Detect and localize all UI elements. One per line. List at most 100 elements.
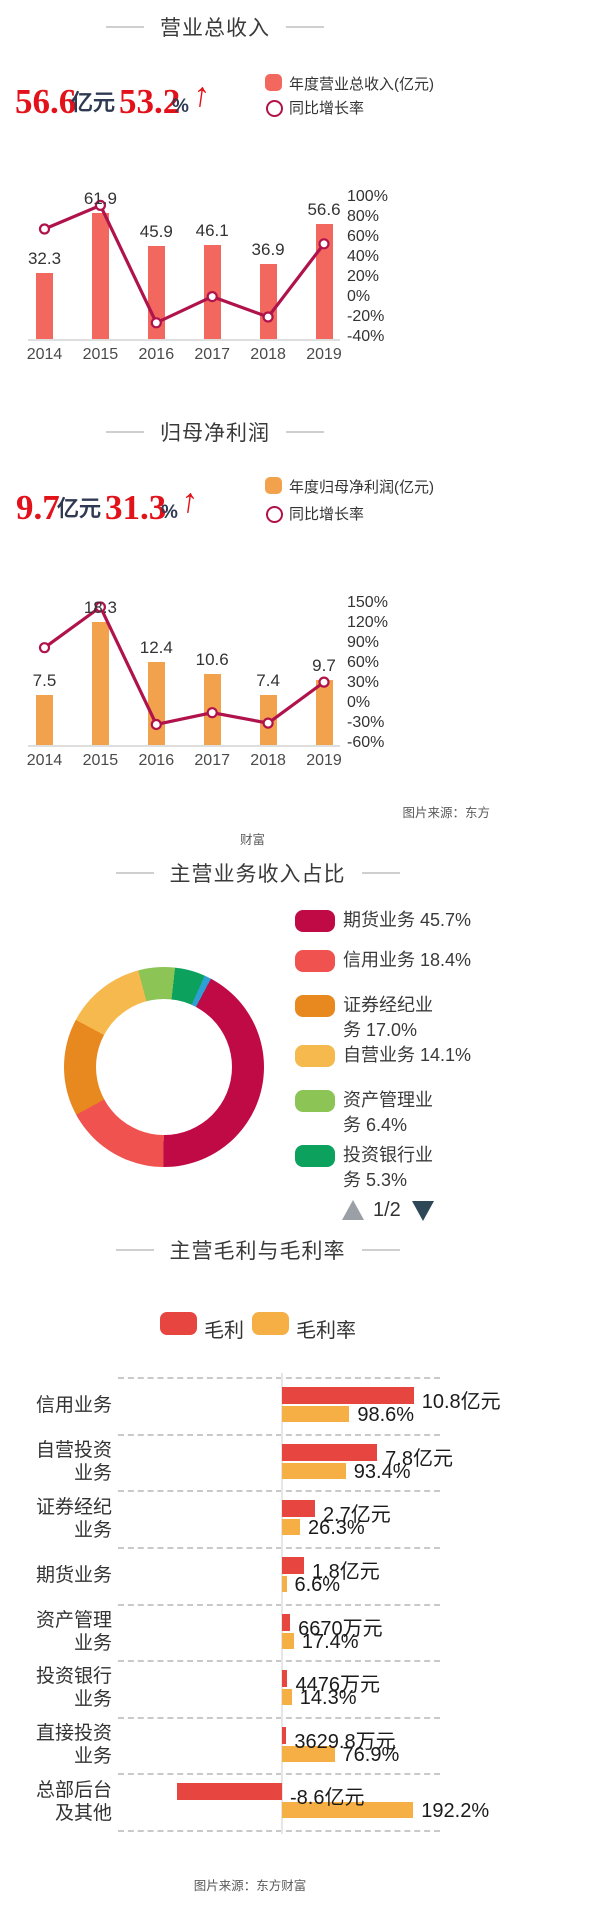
up-arrow-icon: ↑ [178,481,201,521]
x-axis-label: 2014 [26,752,63,769]
category-label: 期货业务 [35,1564,112,1586]
profit-bar-legend-swatch [265,477,282,494]
donut-legend-item: 信用业务 18.4% [295,948,471,973]
bar-value-label: 45.9 [139,221,173,241]
image-source-note-line2: 财富 [240,833,266,847]
row-separator [118,1377,440,1379]
revenue-line-legend-label: 同比增长率 [289,100,365,117]
growth-line [38,601,330,731]
right-axis-tick: 150% [347,594,388,611]
title-dash-right [286,26,324,28]
x-axis-label: 2016 [138,346,175,363]
x-axis-label: 2015 [82,346,119,363]
margin-bar [282,1632,294,1649]
value-axis-line [281,1373,283,1835]
profit-bar [282,1726,287,1744]
x-axis-baseline [28,745,340,747]
right-axis-tick: 20% [347,268,380,285]
title-dash-right [361,1249,400,1251]
bar-2015 [91,213,109,339]
bar-value-label: 9.7 [312,655,336,675]
title-dash-left [106,26,144,28]
legend-page-up-icon[interactable] [342,1200,364,1220]
margin-bar [282,1519,300,1536]
legend-page-down-icon[interactable] [412,1201,434,1221]
bar-value-label: 32.3 [27,249,62,269]
up-arrow-icon: ↑ [190,75,213,115]
legend-label: 信用业务 18.4% [343,950,472,970]
revenue-stat-growth: 53.2 [119,82,181,121]
right-axis-tick: 60% [347,228,380,245]
legend-label: 证券经纪业务 17.0% [343,995,433,1040]
row-separator [118,1773,440,1776]
right-axis-tick: 60% [347,654,380,671]
legend-page-indicator: 1/2 [373,1199,401,1221]
legend-label: 资产管理业务 6.4% [343,1090,433,1135]
row-separator [118,1603,440,1606]
row-separator [118,1660,440,1663]
bar-value-label: 56.6 [307,200,341,220]
growth-line-legend-circle-icon [266,506,283,523]
bar-value-label: 36.9 [251,240,285,260]
bar-value-label: 10.6 [195,649,229,669]
bar-2019 [315,224,333,339]
bar-value-label: 18.3 [83,598,117,618]
margin-bar [282,1689,292,1706]
right-axis-tick: 40% [347,248,380,265]
revenue-bar-legend-label: 年度营业总收入(亿元) [289,76,434,93]
legend-label: 自营业务 14.1% [343,1045,472,1065]
title-dash-left [115,872,154,874]
profit-bar [282,1613,291,1631]
category-label: 信用业务 [35,1394,112,1416]
revenue-stat-value: 56.6 [15,82,77,121]
right-axis-tick: 30% [347,674,380,691]
row-separator [118,1490,440,1493]
margin-value-label: 17.4% [301,1630,359,1653]
row-separator [118,1830,440,1833]
category-label: 资产管理 业务 [35,1609,112,1654]
profit-stat-unit: 亿元 [57,496,102,521]
revenue-section-title: 营业总收入 [0,12,430,42]
profit-value-label: 10.8亿元 [421,1391,501,1413]
x-axis-label: 2016 [138,752,175,769]
profit-value-label: 2.7亿元 [322,1504,391,1527]
category-label: 投资银行 业务 [35,1666,112,1711]
margin-bar [282,1462,346,1479]
growth-line-legend-circle-icon [266,100,283,117]
bar-2019 [315,679,333,745]
title-dash-right [286,431,324,433]
right-axis-tick: 0% [347,288,371,305]
profit-bar [177,1783,282,1801]
x-axis-label: 2018 [250,346,286,363]
revenue-stat-unit: 亿元 [71,90,116,115]
bar-2014 [36,694,53,745]
x-axis-label: 2014 [26,346,63,363]
revenue-stat-pct-sign: % [172,96,189,117]
image-source-note-bottom: 图片来源：东方财富 [193,1879,307,1893]
row-separator [118,1546,440,1549]
donut-legend-item: 自营业务 14.1% [295,1043,471,1068]
growth-line [38,199,330,329]
title-dash-left [106,431,144,433]
bar-value-label: 12.4 [139,637,173,657]
profit-value-label: 7.8亿元 [385,1447,453,1470]
revenue-bar-legend-swatch [265,74,282,91]
profit-value-label: -8.6亿元 [290,1787,365,1810]
row-separator [118,1716,440,1719]
donut-legend-item: 资产管理业务 6.4% [295,1088,433,1138]
right-axis-tick: -60% [347,734,385,751]
margin-value-label: 192.2% [421,1800,490,1823]
profit-bar [282,1670,288,1688]
margin-value-label: 98.6% [357,1404,415,1426]
profit-title-text: 归母净利润 [160,422,270,445]
bar-2014 [36,273,53,339]
donut-legend-item: 投资银行业务 5.3% [295,1143,433,1193]
profit-bar-legend-label: 年度归母净利润(亿元) [289,479,434,496]
hbar-title-text: 主营毛利与毛利率 [169,1240,346,1263]
legend-swatch [295,950,335,972]
profit-value-label: 1.8亿元 [311,1560,380,1583]
bar-2015 [91,622,109,745]
legend-swatch [295,1045,335,1067]
profit-stat-pct-sign: % [161,502,178,523]
